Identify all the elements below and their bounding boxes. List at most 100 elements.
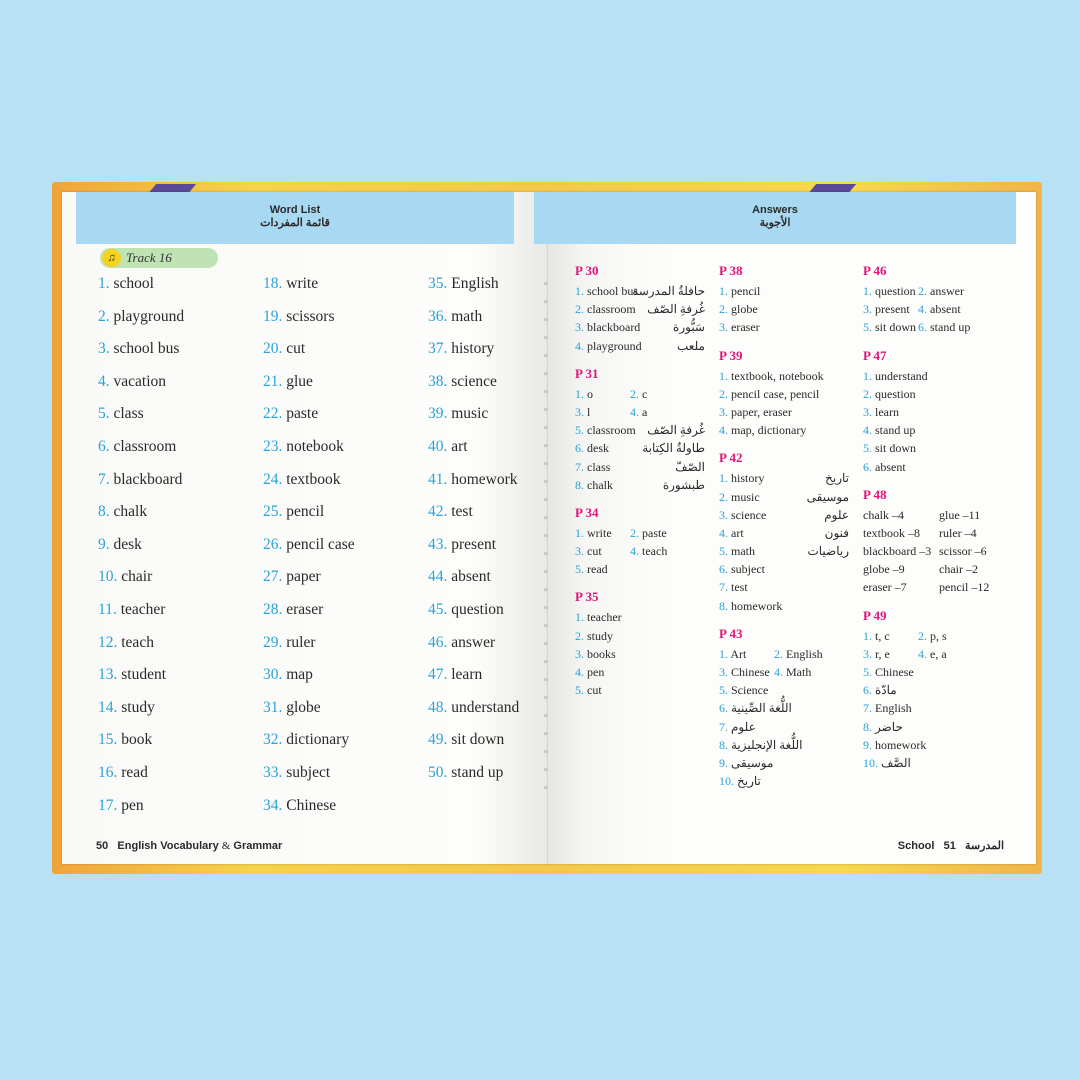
item-word: textbook xyxy=(286,470,341,488)
answer-number: 4. xyxy=(575,665,584,679)
word-list-header: Word List قائمة المفردات xyxy=(76,192,514,244)
word-item: 35. English xyxy=(428,274,519,307)
answer-arabic: فنون xyxy=(824,525,849,540)
page-number: 50 xyxy=(96,840,109,852)
word-item: 19. scissors xyxy=(263,307,355,340)
item-number: 16. xyxy=(98,763,118,781)
answer-line: 2. music موسيقى xyxy=(719,488,849,506)
answer-text: desk xyxy=(587,441,609,456)
item-number: 41. xyxy=(428,470,448,488)
book-title: English Vocabulary xyxy=(117,840,219,852)
right-page: Answers الأجوبة P 30 1. school bus حافلةُ … xyxy=(534,192,1036,864)
answer-line: 3. books xyxy=(575,645,705,663)
item-number: 23. xyxy=(263,437,283,455)
word-item: 42. test xyxy=(428,502,519,535)
answer-text: science xyxy=(731,507,767,522)
answer-line: 4. pen xyxy=(575,663,705,681)
answer-text: blackboard –3 xyxy=(863,544,932,559)
answer-section: P 42 1. history تاريخ 2. music موسيقى 3. scie… xyxy=(719,447,849,615)
word-item: 40. art xyxy=(428,437,519,470)
answer-number: 3. xyxy=(575,544,584,559)
answer-pair: pencil –12 xyxy=(939,578,989,596)
answer-pair: 2. c xyxy=(630,385,647,403)
answer-line: 3. Chinese 4. Math xyxy=(719,663,849,681)
answer-column: P 38 1. pencil 2. globe 3. eraser P 39 1. tex… xyxy=(719,260,849,798)
answer-number: 3. xyxy=(863,302,872,317)
audio-track-badge[interactable]: ♫ Track 16 xyxy=(100,248,218,268)
answer-section: P 46 1. question 2. answer 3. present 4. abs… xyxy=(863,260,993,337)
item-number: 2. xyxy=(98,307,110,325)
answer-number: 1. xyxy=(575,284,584,298)
word-item: 3. school bus xyxy=(98,339,184,372)
answer-line: 4. art فنون xyxy=(719,524,849,542)
music-note-icon: ♫ xyxy=(102,249,121,267)
answer-line: 1. school bus حافلةُ المدرسة xyxy=(575,282,705,300)
item-number: 20. xyxy=(263,340,283,358)
answers-header: Answers الأجوبة xyxy=(534,192,1016,244)
answer-line: 1. textbook, notebook xyxy=(719,367,849,385)
item-word: answer xyxy=(451,633,496,651)
answer-text: chalk –4 xyxy=(863,507,904,522)
answer-number: 5. xyxy=(719,544,728,559)
word-item: 21. glue xyxy=(263,372,355,405)
answer-text: present xyxy=(875,302,910,317)
word-item: 49. sit down xyxy=(428,730,519,763)
word-item: 33. subject xyxy=(263,763,355,796)
answer-line: blackboard –3 scissor –6 xyxy=(863,542,993,560)
track-label: Track 16 xyxy=(126,250,172,265)
item-word: history xyxy=(451,340,495,358)
answer-text: question xyxy=(875,386,916,401)
answer-pair: 2. p, s xyxy=(918,627,947,645)
answer-number: 2. xyxy=(719,386,728,401)
answer-page-label: P 48 xyxy=(863,486,887,502)
item-number: 9. xyxy=(98,535,110,553)
answer-line: 3. blackboard سَبُّورة xyxy=(575,318,705,336)
book-title-b: Grammar xyxy=(233,840,283,852)
answer-section: P 31 1. o 2. c 3. l 4. a 5. classroom غُرفةِ ا… xyxy=(575,363,705,494)
word-list-title-arabic: قائمة المفردات xyxy=(260,217,330,229)
answer-text: glue –11 xyxy=(939,507,981,522)
answer-text: paper, eraser xyxy=(731,404,792,419)
word-item: 4. vacation xyxy=(98,372,184,405)
answer-text: pencil –12 xyxy=(939,580,990,595)
item-word: teach xyxy=(121,633,154,651)
answer-number: 6. xyxy=(719,562,728,577)
answer-line: 5. sit down 6. stand up xyxy=(863,318,993,336)
answer-number: 1. xyxy=(863,368,872,383)
word-item: 18. write xyxy=(263,274,355,307)
answer-text: English xyxy=(786,646,823,661)
item-number: 26. xyxy=(263,535,283,553)
answer-text: تاريخ xyxy=(737,774,761,789)
answer-line: 1. Art 2. English xyxy=(719,645,849,663)
answer-line: 10. الصَّف xyxy=(863,754,993,772)
item-word: glue xyxy=(286,372,313,390)
item-number: 12. xyxy=(98,633,118,651)
answer-section: P 48 chalk –4 glue –11 textbook –8 ruler –4 b… xyxy=(863,484,993,597)
item-word: Chinese xyxy=(286,796,337,814)
answer-line: 5. cut xyxy=(575,681,705,699)
answer-line: 6. desk طاولةُ الكِتابة xyxy=(575,439,705,457)
answer-number: 7. xyxy=(575,459,584,474)
answer-text: eraser xyxy=(731,320,760,335)
word-item: 45. question xyxy=(428,600,519,633)
answer-line: 8. حاضر xyxy=(863,718,993,736)
word-item: 41. homework xyxy=(428,470,519,503)
answer-number: 2. xyxy=(719,489,728,504)
item-number: 28. xyxy=(263,600,283,618)
answer-page-label: P 43 xyxy=(719,625,743,641)
word-item: 11. teacher xyxy=(98,600,184,633)
item-number: 35. xyxy=(428,275,448,292)
answer-number: 3. xyxy=(719,507,728,522)
answer-page-label: P 39 xyxy=(719,347,743,363)
word-item: 16. read xyxy=(98,763,184,796)
answer-text: blackboard xyxy=(587,320,641,335)
answer-pair: 2. English xyxy=(774,645,823,663)
item-number: 10. xyxy=(98,568,118,586)
answer-number: 3. xyxy=(719,665,728,679)
item-word: music xyxy=(451,405,489,423)
answer-number: 5. xyxy=(863,320,872,335)
word-item: 17. pen xyxy=(98,796,184,829)
answer-text: chair –2 xyxy=(939,562,978,577)
word-item: 7. blackboard xyxy=(98,470,184,503)
word-item: 23. notebook xyxy=(263,437,355,470)
